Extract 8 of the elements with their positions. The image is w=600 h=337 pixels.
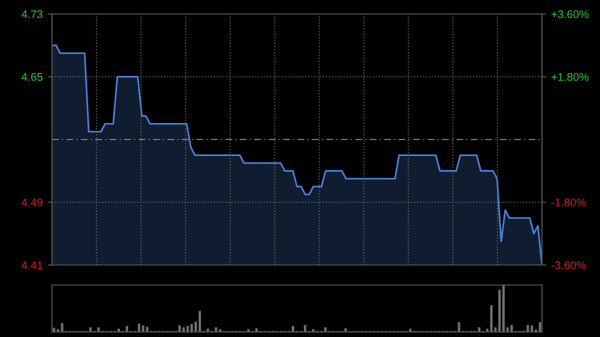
- y2-tick-label: +1.80%: [552, 73, 589, 81]
- y-tick-label: 4.65: [22, 73, 43, 81]
- y2-tick-label: -3.60%: [552, 261, 586, 270]
- y-tick-label: 4.49: [22, 198, 42, 206]
- y-tick-label: 4.73: [22, 10, 42, 18]
- y2-tick-label: -1.80%: [552, 198, 586, 206]
- y-tick-label: 4.41: [22, 261, 42, 270]
- y2-tick-label: +3.60%: [552, 10, 589, 18]
